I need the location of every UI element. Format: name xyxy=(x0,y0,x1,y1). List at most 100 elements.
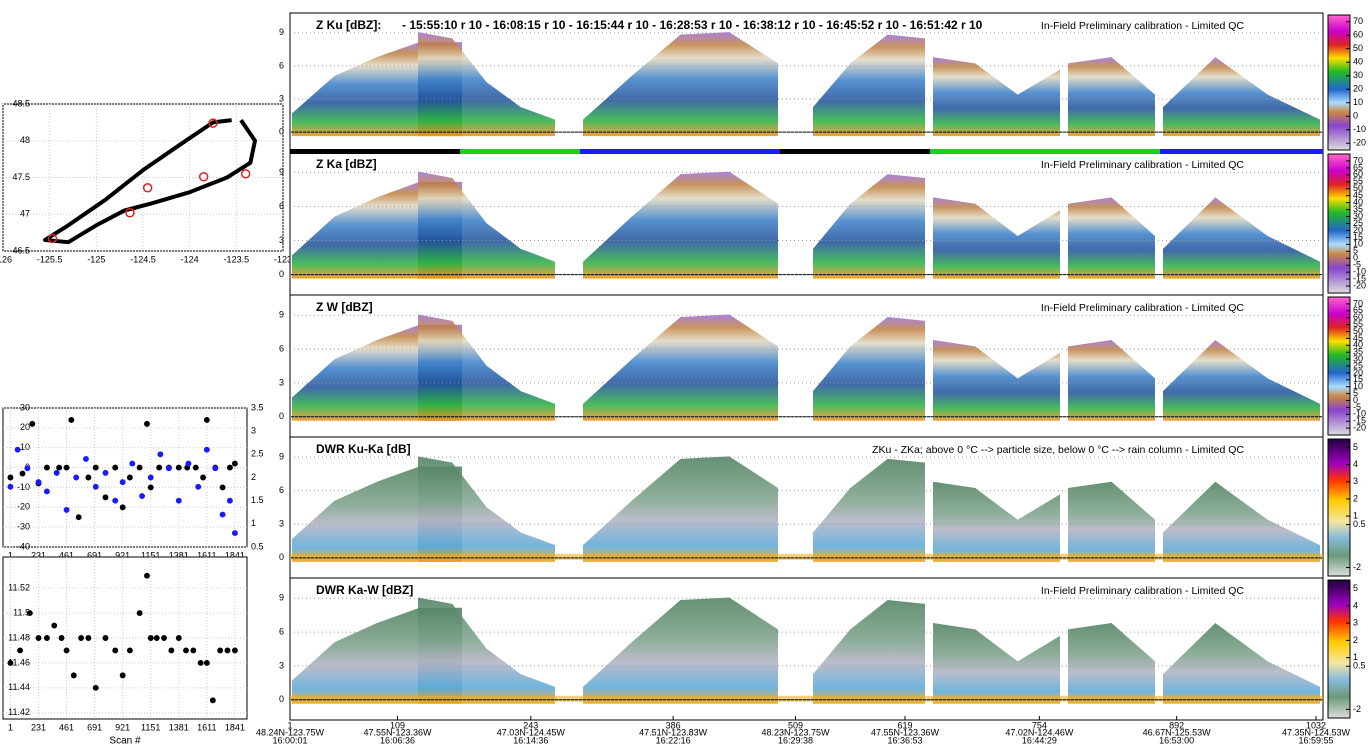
radar-echo xyxy=(933,57,1060,137)
y-tick-label: -20 xyxy=(17,502,30,512)
point xyxy=(144,572,150,579)
track-line xyxy=(43,118,257,245)
point xyxy=(85,635,92,641)
radar-echo xyxy=(583,171,778,279)
point xyxy=(185,460,192,467)
colorbar-label: 50 xyxy=(1353,43,1363,53)
radar-echo xyxy=(1068,481,1155,562)
point xyxy=(231,647,238,654)
plot-area xyxy=(2,407,248,548)
colorbar-label: 0 xyxy=(1353,111,1358,121)
colorbar-label: -5 xyxy=(1353,402,1361,412)
colorbar-label: 10 xyxy=(1353,381,1363,391)
y-tick-label: 47.5 xyxy=(12,172,30,182)
colorbar-label: 60 xyxy=(1353,30,1363,40)
point xyxy=(157,451,164,458)
colorbar-label: 30 xyxy=(1353,70,1363,80)
point xyxy=(78,635,85,641)
x-time-label: 16:00:01 xyxy=(272,735,307,745)
point xyxy=(203,446,210,453)
point xyxy=(156,464,163,471)
panel-title: DWR Ku-Ka [dB] xyxy=(316,442,411,456)
x-location-label: 47.03N-124.45W xyxy=(497,727,566,737)
colorbar-label: -10 xyxy=(1353,409,1366,419)
colorbar-label: 5 xyxy=(1353,388,1358,398)
x-location-label: 47.51N-123.83W xyxy=(639,727,708,737)
radar-echo xyxy=(418,171,555,279)
point xyxy=(51,622,58,629)
point xyxy=(83,456,89,462)
x-tick-label: 1032 xyxy=(1306,720,1326,730)
colorbar-label: 2 xyxy=(1353,493,1358,503)
x-time-label: 16:59:55 xyxy=(1298,735,1333,745)
y-tick-label: 9 xyxy=(279,593,284,603)
point xyxy=(63,506,70,513)
colorbar-label: 2 xyxy=(1353,635,1358,645)
radar-echo xyxy=(813,458,925,562)
x-location-label: 47.35N-124.53W xyxy=(1282,727,1351,737)
colorbar-label: 40 xyxy=(1353,57,1363,67)
panel-annotation: In-Field Preliminary calibration - Limit… xyxy=(1041,302,1244,314)
radar-echo xyxy=(583,32,778,137)
point xyxy=(43,635,50,641)
radar-echo xyxy=(1068,57,1155,137)
x-tick-label: 1 xyxy=(287,720,292,730)
x-tick-label: 1 xyxy=(8,722,13,732)
point xyxy=(168,647,175,654)
point xyxy=(119,479,126,486)
point xyxy=(73,474,80,481)
radar-echo xyxy=(418,456,555,562)
y-tick-label: 9 xyxy=(279,167,284,177)
radar-echo xyxy=(813,34,925,137)
point xyxy=(35,635,42,641)
x-tick-label: 109 xyxy=(390,720,405,730)
point xyxy=(102,469,109,476)
x-time-label: 16:22:16 xyxy=(656,735,691,745)
point xyxy=(17,647,24,654)
point xyxy=(192,464,199,471)
y-tick-label: 9 xyxy=(279,452,284,462)
colorbar-label: 1 xyxy=(1353,652,1358,662)
colorbar-label: -15 xyxy=(1353,416,1366,426)
x-tick-label: -125 xyxy=(87,254,105,264)
radar-echo xyxy=(813,317,925,421)
colorbar-label: -10 xyxy=(1353,124,1366,134)
point xyxy=(63,464,70,471)
colorbar-label: 0.5 xyxy=(1353,519,1366,529)
panel-annotation: In-Field Preliminary calibration - Limit… xyxy=(1041,585,1244,597)
radar-echo xyxy=(1163,340,1320,421)
point xyxy=(200,474,207,481)
colorbar-label: -2 xyxy=(1353,562,1361,572)
colorbar-label: 0 xyxy=(1353,395,1358,405)
x-tick-label: 754 xyxy=(1032,720,1047,730)
colorbar-label: 5 xyxy=(1353,246,1358,256)
flag-strip xyxy=(580,149,780,154)
y-tick-label: 3 xyxy=(279,377,284,387)
y-tick-label: 11.42 xyxy=(8,707,30,717)
y2-tick-label: 3 xyxy=(251,426,256,436)
colorbar-label: 70 xyxy=(1353,298,1363,308)
y-tick-label: 10 xyxy=(20,442,30,452)
radar-echo xyxy=(933,340,1060,421)
x-tick-label: 231 xyxy=(31,722,46,732)
y-tick-label: 3 xyxy=(279,660,284,670)
y-tick-label: 0 xyxy=(279,127,284,137)
x-tick-label: 921 xyxy=(115,550,130,560)
x-tick-label: 1841 xyxy=(225,722,245,732)
radar-echo xyxy=(1068,623,1155,704)
colorbar-label: 65 xyxy=(1353,162,1363,172)
point xyxy=(56,464,63,471)
point xyxy=(7,474,14,481)
y-tick-label: 9 xyxy=(279,27,284,37)
y-tick-label: 48 xyxy=(20,135,30,145)
colorbar-label: 4 xyxy=(1353,600,1358,610)
x-location-label: 48.23N-123.75W xyxy=(762,727,831,737)
x-location-label: 47.02N-124.46W xyxy=(1005,727,1074,737)
x-tick-label: 1 xyxy=(8,550,13,560)
point xyxy=(102,635,109,641)
point xyxy=(126,647,133,654)
point xyxy=(92,483,99,490)
point xyxy=(19,470,26,477)
radar-echo xyxy=(583,314,778,421)
point xyxy=(119,672,126,679)
